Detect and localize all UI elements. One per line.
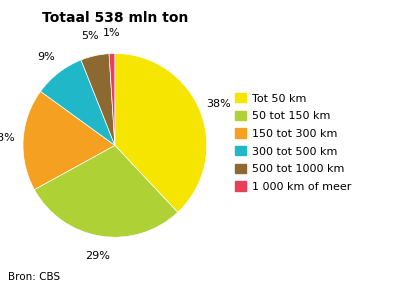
Text: Bron: CBS: Bron: CBS (8, 272, 60, 282)
Wedge shape (34, 145, 178, 237)
Legend: Tot 50 km, 50 tot 150 km, 150 tot 300 km, 300 tot 500 km, 500 tot 1000 km, 1 000: Tot 50 km, 50 tot 150 km, 150 tot 300 km… (235, 93, 351, 192)
Wedge shape (23, 91, 115, 190)
Text: 38%: 38% (207, 99, 231, 109)
Text: 9%: 9% (37, 52, 55, 62)
Wedge shape (81, 54, 115, 145)
Text: Totaal 538 mln ton: Totaal 538 mln ton (42, 11, 188, 25)
Wedge shape (115, 54, 207, 212)
Text: 18%: 18% (0, 133, 15, 143)
Text: 1%: 1% (103, 28, 120, 38)
Text: 5%: 5% (82, 31, 99, 41)
Wedge shape (40, 60, 115, 145)
Text: 29%: 29% (85, 251, 110, 261)
Wedge shape (109, 54, 115, 145)
